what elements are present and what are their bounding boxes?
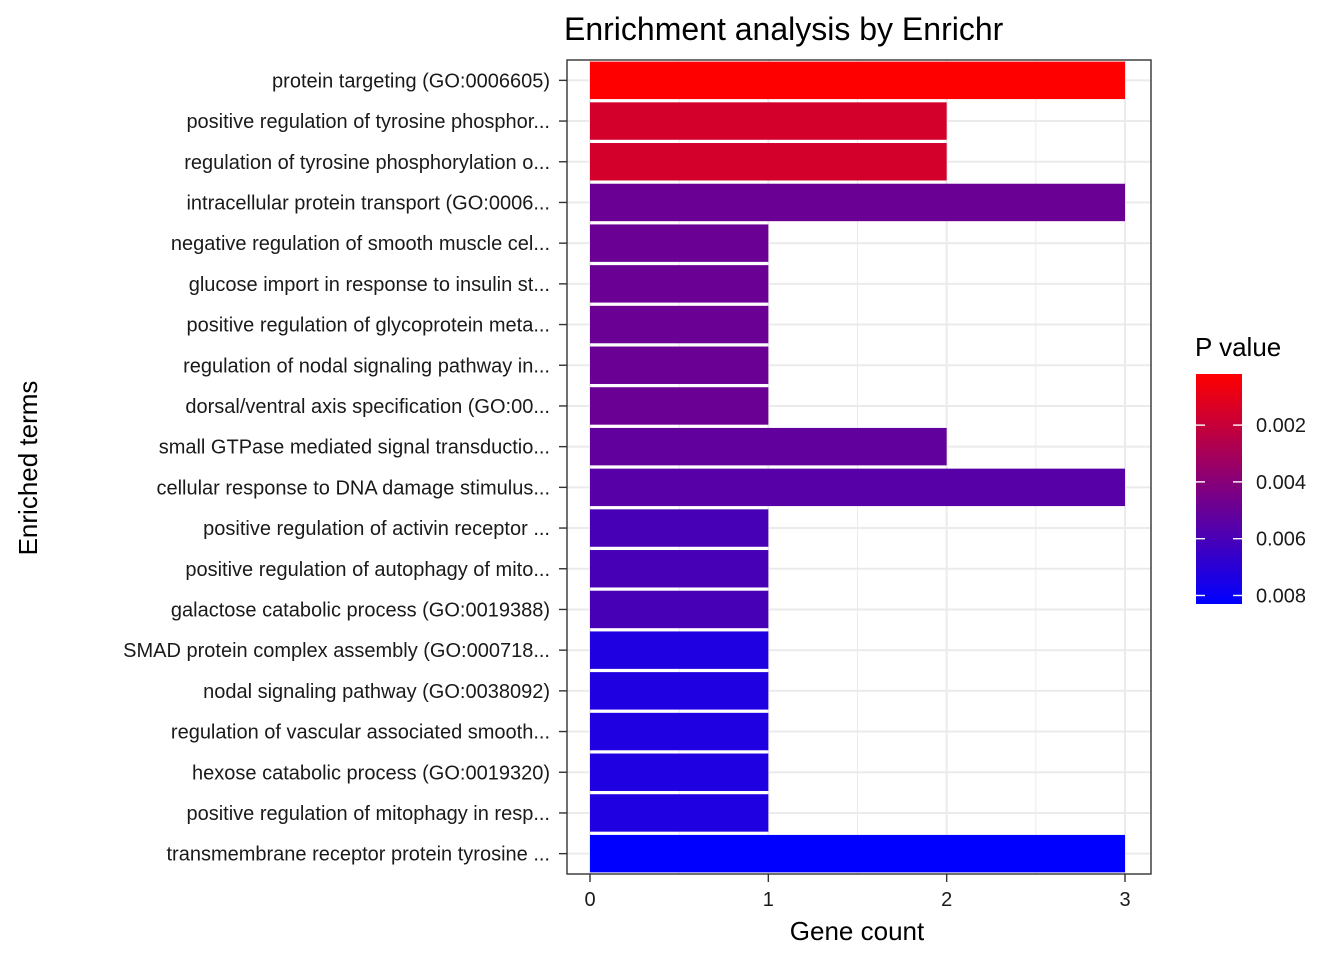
- y-tick-label: regulation of vascular associated smooth…: [171, 722, 550, 744]
- x-tick-label: 1: [763, 889, 774, 911]
- legend-tick-label: 0.004: [1256, 472, 1306, 494]
- legend-title: P value: [1195, 332, 1281, 362]
- y-tick-label: SMAD protein complex assembly (GO:000718…: [123, 640, 550, 662]
- y-tick-label: small GTPase mediated signal transductio…: [159, 437, 550, 459]
- plot-panel: [567, 60, 1151, 874]
- bar: [590, 834, 1125, 873]
- legend-tick-label: 0.002: [1256, 415, 1306, 437]
- bar: [590, 550, 769, 588]
- y-tick-label: positive regulation of glycoprotein meta…: [186, 315, 550, 337]
- y-tick-label: negative regulation of smooth muscle cel…: [171, 233, 550, 255]
- y-tick-label: cellular response to DNA damage stimulus…: [156, 477, 550, 499]
- legend-tick-label: 0.008: [1256, 585, 1306, 607]
- y-tick-label: dorsal/ventral axis specification (GO:00…: [185, 396, 550, 418]
- bars-group: [590, 61, 1125, 873]
- bar: [590, 305, 769, 344]
- bar: [590, 387, 769, 425]
- x-axis-ticks: 0 1 2 3: [584, 874, 1131, 911]
- bar: [590, 468, 1125, 507]
- bar: [590, 509, 769, 547]
- bar: [590, 102, 947, 140]
- x-tick-label: 2: [941, 889, 952, 911]
- legend-tick-label: 0.006: [1256, 529, 1306, 551]
- y-tick-label: regulation of nodal signaling pathway in…: [183, 355, 550, 377]
- x-tick-label: 3: [1119, 889, 1130, 911]
- y-tick-label: transmembrane receptor protein tyrosine …: [166, 844, 550, 866]
- y-tick-label: hexose catabolic process (GO:0019320): [192, 762, 550, 784]
- chart-title: Enrichment analysis by Enrichr: [564, 11, 1004, 47]
- x-tick-label: 0: [584, 889, 595, 911]
- y-tick-label: positive regulation of autophagy of mito…: [185, 559, 550, 581]
- bar: [590, 183, 1125, 222]
- bar: [590, 794, 769, 832]
- y-axis-ticks: protein targeting (GO:0006605) positive r…: [123, 70, 567, 866]
- bar: [590, 712, 769, 751]
- y-tick-label: intracellular protein transport (GO:0006…: [186, 192, 550, 214]
- y-tick-label: positive regulation of activin receptor …: [203, 518, 550, 540]
- plot-panel-border: [566, 59, 1152, 875]
- bar: [590, 346, 769, 384]
- y-tick-label: galactose catabolic process (GO:0019388): [171, 599, 550, 621]
- bar: [590, 590, 769, 629]
- bar: [590, 427, 947, 466]
- bar: [590, 61, 1125, 100]
- y-tick-label: glucose import in response to insulin st…: [189, 274, 550, 296]
- y-tick-label: nodal signaling pathway (GO:0038092): [203, 681, 550, 703]
- y-axis-title: Enriched terms: [13, 381, 43, 556]
- legend-ticks: 0.002 0.004 0.006 0.008: [1196, 415, 1306, 607]
- y-tick-label: positive regulation of mitophagy in resp…: [186, 803, 550, 825]
- bar: [590, 224, 769, 262]
- y-tick-label: protein targeting (GO:0006605): [272, 70, 550, 92]
- color-legend: P value 0.002 0.004 0.006 0.008: [1195, 332, 1306, 607]
- x-axis-title: Gene count: [790, 916, 925, 946]
- bar: [590, 631, 769, 669]
- bar: [590, 265, 769, 303]
- bar: [590, 753, 769, 791]
- bar: [590, 143, 947, 181]
- bar: [590, 672, 769, 710]
- y-tick-label: positive regulation of tyrosine phosphor…: [186, 111, 550, 133]
- legend-colorbar: [1196, 374, 1242, 604]
- y-tick-label: regulation of tyrosine phosphorylation o…: [184, 152, 550, 174]
